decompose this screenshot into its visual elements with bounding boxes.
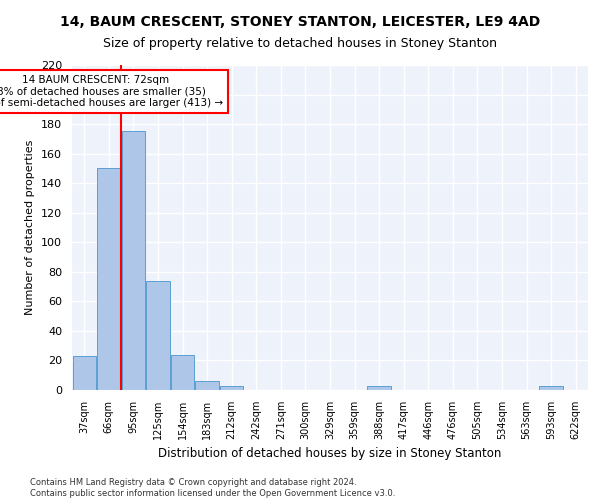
Bar: [171, 354, 194, 390]
X-axis label: Distribution of detached houses by size in Stoney Stanton: Distribution of detached houses by size …: [158, 448, 502, 460]
Bar: [97, 168, 121, 390]
Bar: [220, 386, 244, 390]
Text: Contains HM Land Registry data © Crown copyright and database right 2024.
Contai: Contains HM Land Registry data © Crown c…: [30, 478, 395, 498]
Bar: [196, 381, 219, 390]
Text: 14, BAUM CRESCENT, STONEY STANTON, LEICESTER, LE9 4AD: 14, BAUM CRESCENT, STONEY STANTON, LEICE…: [60, 15, 540, 29]
Bar: [122, 132, 145, 390]
Bar: [73, 356, 96, 390]
Bar: [539, 386, 563, 390]
Y-axis label: Number of detached properties: Number of detached properties: [25, 140, 35, 315]
Bar: [146, 280, 170, 390]
Text: 14 BAUM CRESCENT: 72sqm
← 8% of detached houses are smaller (35)
91% of semi-det: 14 BAUM CRESCENT: 72sqm ← 8% of detached…: [0, 74, 223, 108]
Bar: [367, 386, 391, 390]
Text: Size of property relative to detached houses in Stoney Stanton: Size of property relative to detached ho…: [103, 38, 497, 51]
